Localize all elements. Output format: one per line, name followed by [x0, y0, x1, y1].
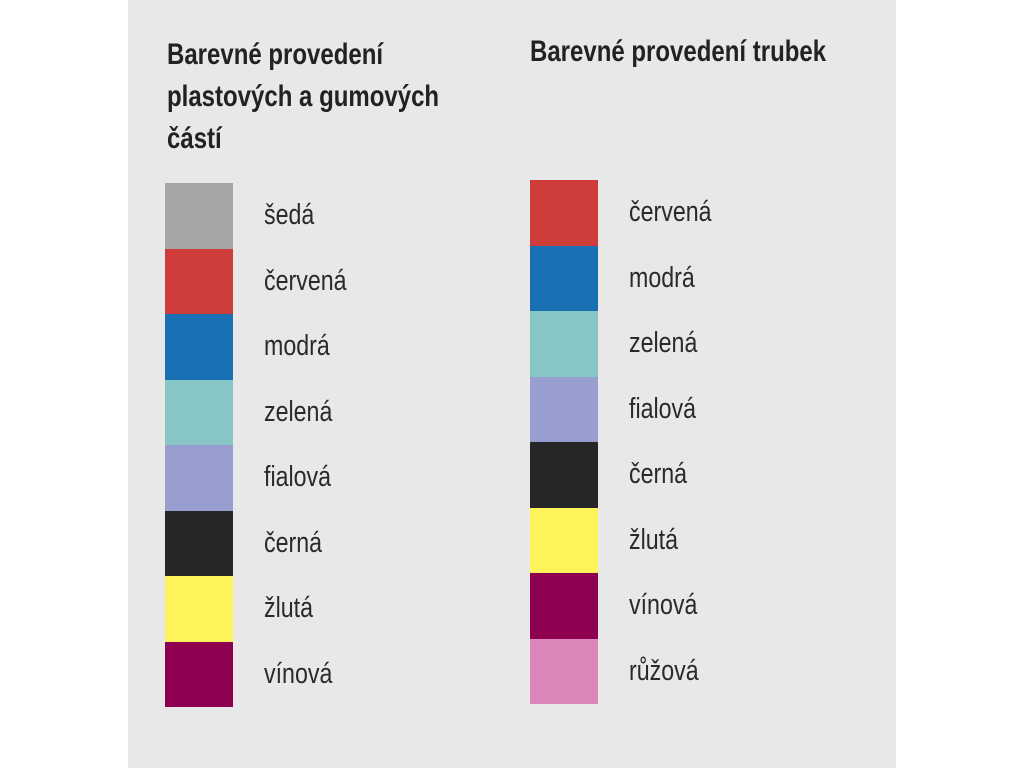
color-swatch	[165, 641, 233, 707]
color-swatch-row: růžová	[530, 638, 860, 704]
color-swatch-row: červená	[530, 180, 860, 246]
color-swatch	[530, 507, 598, 573]
color-label: fialová	[264, 461, 332, 494]
color-swatch-row: červená	[165, 248, 495, 314]
color-swatch	[165, 445, 233, 511]
color-chart-panel	[128, 0, 896, 768]
plastic-parts-title: Barevné provedení plastových a gumových …	[167, 34, 439, 160]
color-swatch-row: modrá	[530, 245, 860, 311]
color-swatch-row: žlutá	[165, 576, 495, 642]
color-label: černá	[629, 458, 688, 491]
color-label: červená	[629, 196, 712, 229]
color-label: zelená	[629, 327, 698, 360]
color-label: zelená	[264, 395, 333, 428]
color-label: růžová	[629, 654, 699, 687]
color-label: modrá	[264, 330, 330, 363]
color-label: modrá	[629, 261, 695, 294]
color-swatch	[530, 245, 598, 311]
color-swatch-row: modrá	[165, 314, 495, 380]
color-label: šedá	[264, 199, 315, 232]
color-swatch-row: černá	[165, 510, 495, 576]
plastic-parts-color-list: šedá červená modrá zelená fialová černá žlutá v…	[165, 183, 495, 707]
color-swatch	[530, 573, 598, 639]
color-swatch	[530, 311, 598, 377]
color-swatch	[530, 638, 598, 704]
color-swatch	[165, 314, 233, 380]
color-swatch-row: šedá	[165, 183, 495, 249]
color-label: vínová	[264, 657, 333, 690]
color-swatch	[165, 183, 233, 249]
color-swatch	[165, 379, 233, 445]
color-label: černá	[264, 526, 323, 559]
color-label: červená	[264, 264, 347, 297]
color-label: fialová	[629, 392, 697, 425]
color-swatch-row: vínová	[165, 641, 495, 707]
color-swatch-row: zelená	[165, 379, 495, 445]
color-swatch	[530, 180, 598, 246]
color-label: žlutá	[264, 592, 314, 625]
color-swatch-row: černá	[530, 442, 860, 508]
color-label: žlutá	[629, 523, 679, 556]
title-line: plastových a gumových	[167, 80, 440, 113]
title-line: Barevné provedení	[167, 38, 384, 71]
color-swatch-row: žlutá	[530, 507, 860, 573]
color-swatch	[165, 510, 233, 576]
color-swatch	[530, 442, 598, 508]
color-swatch-row: fialová	[530, 376, 860, 442]
tubes-title: Barevné provedení trubek	[530, 31, 826, 73]
tubes-color-list: červená modrá zelená fialová černá žlutá vínov…	[530, 180, 860, 704]
color-swatch-row: vínová	[530, 573, 860, 639]
color-swatch-row: zelená	[530, 311, 860, 377]
color-swatch	[165, 576, 233, 642]
color-swatch	[165, 248, 233, 314]
color-swatch	[530, 376, 598, 442]
title-line: Barevné provedení trubek	[530, 35, 827, 68]
color-label: vínová	[629, 589, 698, 622]
color-swatch-row: fialová	[165, 445, 495, 511]
title-line: částí	[167, 122, 222, 155]
